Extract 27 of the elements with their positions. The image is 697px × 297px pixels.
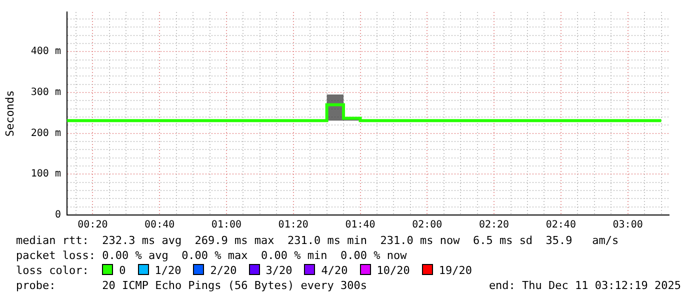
x-tick-label: 01:40 [345,220,376,231]
legend-label: 3/20 [264,264,292,277]
legend-label: 19/20 [438,264,472,277]
x-tick-label: 00:40 [144,220,175,231]
legend-title: loss color: [16,264,90,277]
text: packet loss: 0.00 % avg 0.00 % max 0.00 % min 0.00 % now [16,248,407,263]
x-tick-label: 03:00 [612,220,643,231]
x-tick-label: 01:20 [278,220,308,231]
legend-label: 2/20 [209,264,237,277]
text: end: Thu Dec 11 03:12:19 2025 [488,278,681,293]
y-tick-label: 100 m [30,168,61,180]
y-tick-label: 0 [54,210,61,221]
legend-label: 4/20 [320,264,348,277]
legend-label: 0 [118,264,126,277]
x-tick-label: 02:00 [412,220,442,231]
y-axis-title: Seconds [3,90,16,137]
text: median rtt: 232.3 ms avg 269.9 ms max 231.0 ms min 231.0 ms now 6.5 ms sd 35.9 am/s [16,233,619,248]
x-tick-label: 01:00 [211,220,242,231]
text: probe: 20 ICMP Echo Pings (56 Bytes) every 300s [16,278,367,293]
x-tick-label: 00:20 [78,220,108,231]
y-tick-label: 200 m [30,128,61,139]
y-tick-label: 300 m [30,87,61,98]
legend-label: 10/20 [376,264,410,277]
x-tick-label: 02:20 [478,220,510,231]
legend-label: 1/20 [154,264,182,277]
x-tick-label: 02:40 [546,220,576,231]
y-tick-label: 400 m [30,46,61,58]
